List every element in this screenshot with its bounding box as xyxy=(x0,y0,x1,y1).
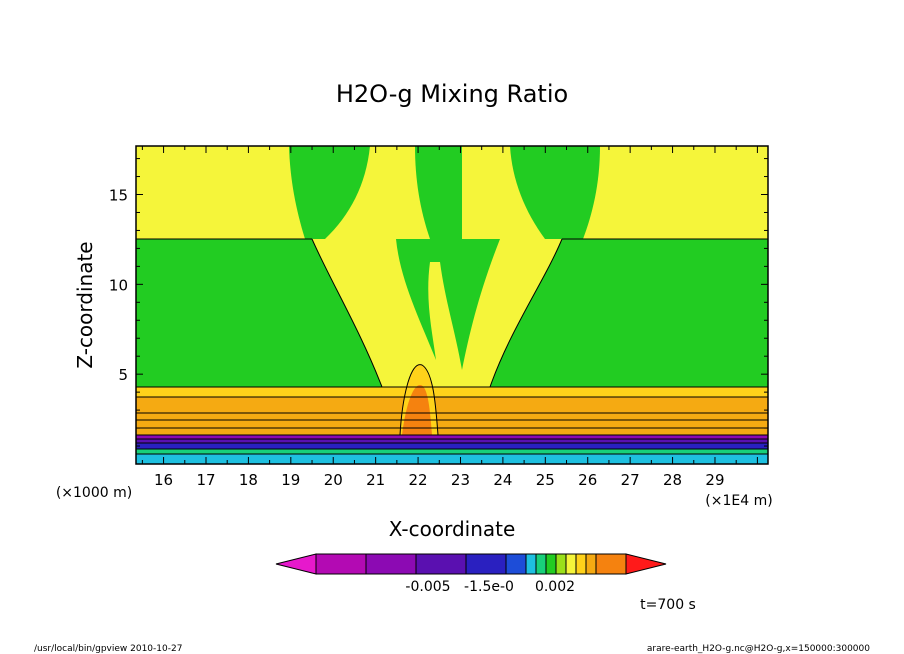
green-lobe-right xyxy=(510,146,600,239)
x-tick-label: 18 xyxy=(239,471,258,489)
x-tick-label: 16 xyxy=(154,471,173,489)
x-axis-unit: (×1E4 m) xyxy=(705,493,772,509)
colorbar-swatch xyxy=(545,553,557,575)
x-tick-label: 23 xyxy=(451,471,470,489)
band-indigo xyxy=(136,439,768,443)
x-tick-labels: 16 17 18 19 20 21 22 23 24 25 26 27 28 29 xyxy=(154,471,725,489)
y-axis-unit: (×1000 m) xyxy=(56,485,132,501)
x-tick-label: 19 xyxy=(281,471,300,489)
footer-left: /usr/local/bin/gpview 2010-10-27 xyxy=(34,644,182,654)
y-tick-label: 5 xyxy=(118,366,128,384)
y-axis-label: Z-coordinate xyxy=(73,241,97,368)
colorbar-label-2: -1.5e-0 xyxy=(464,579,514,595)
x-tick-label: 17 xyxy=(196,471,215,489)
colorbar xyxy=(275,553,667,575)
colorbar-label-3: 0.002 xyxy=(535,579,575,595)
colorbar-swatch xyxy=(595,553,627,575)
band-yellow-orange xyxy=(136,387,768,397)
band-orange xyxy=(136,397,768,435)
green-pocket xyxy=(466,240,486,268)
band-cyan xyxy=(136,454,768,464)
band-green xyxy=(136,449,768,454)
axis-ticks xyxy=(136,146,768,464)
colorbar-arrow-left xyxy=(275,553,317,575)
x-tick-label: 25 xyxy=(536,471,555,489)
green-lobe-left xyxy=(289,146,370,239)
x-tick-label: 22 xyxy=(409,471,428,489)
x-tick-label: 28 xyxy=(663,471,682,489)
y-tick-label: 10 xyxy=(109,276,128,294)
yellow-plume xyxy=(312,239,562,387)
band-violet xyxy=(136,435,768,439)
x-axis-label: X-coordinate xyxy=(389,517,516,541)
time-label: t=700 s xyxy=(640,597,696,613)
contour-lines xyxy=(136,238,768,455)
colorbar-swatch xyxy=(535,553,547,575)
x-tick-label: 21 xyxy=(366,471,385,489)
colorbar-label-1: -0.005 xyxy=(405,579,450,595)
colorbar-swatch xyxy=(505,553,527,575)
colorbar-swatch xyxy=(585,553,597,575)
colorbar-swatch xyxy=(525,553,537,575)
colorbar-swatch xyxy=(575,553,587,575)
colorbar-swatch xyxy=(315,553,367,575)
y-tick-labels: 5 10 15 xyxy=(109,187,128,385)
x-tick-label: 20 xyxy=(324,471,343,489)
plot-frame xyxy=(135,145,769,465)
x-tick-label: 24 xyxy=(493,471,512,489)
x-tick-label: 29 xyxy=(705,471,724,489)
footer-right: arare-earth_H2O-g.nc@H2O-g,x=150000:3000… xyxy=(647,644,870,654)
x-tick-label: 27 xyxy=(621,471,640,489)
green-lobe-center xyxy=(415,146,462,239)
colorbar-swatch xyxy=(555,553,567,575)
colorbar-arrow-right xyxy=(625,553,667,575)
colorbar-swatch xyxy=(415,553,467,575)
x-tick-label: 26 xyxy=(578,471,597,489)
colorbar-swatch xyxy=(465,553,507,575)
colorbar-swatch xyxy=(565,553,577,575)
plot-area xyxy=(135,145,769,465)
band-blue xyxy=(136,443,768,449)
y-tick-label: 15 xyxy=(109,187,128,205)
chart-title: H2O-g Mixing Ratio xyxy=(336,80,568,108)
colorbar-swatch xyxy=(365,553,417,575)
